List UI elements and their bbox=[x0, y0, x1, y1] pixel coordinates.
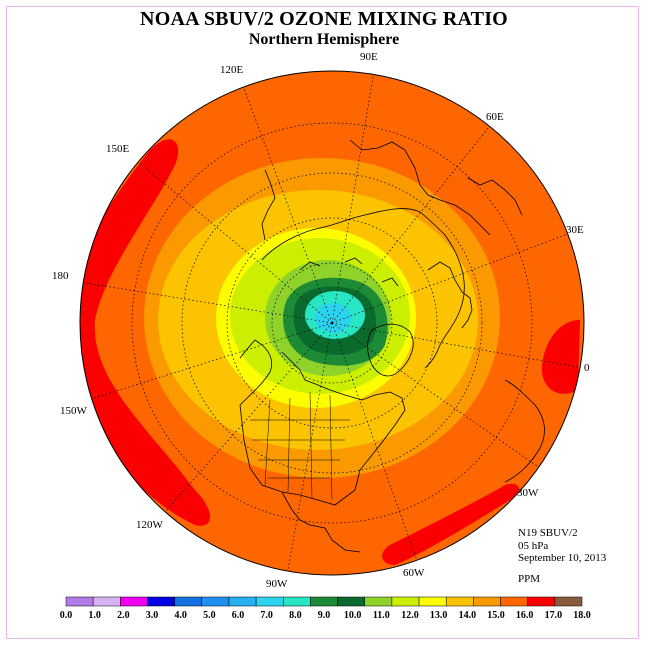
colorbar-swatch bbox=[337, 596, 365, 607]
colorbar-swatch bbox=[554, 596, 583, 607]
colorbar-swatch bbox=[92, 596, 121, 607]
colorbar-tick-label: 17.0 bbox=[545, 610, 563, 621]
colorbar-swatch bbox=[120, 596, 148, 607]
info-block: N19 SBUV/2 05 hPa September 10, 2013 bbox=[518, 527, 606, 565]
colorbar-swatch bbox=[527, 596, 556, 607]
colorbar-tick-label: 15.0 bbox=[487, 610, 505, 621]
lon-label-60e: 60E bbox=[486, 111, 504, 123]
europe-outline bbox=[427, 261, 473, 329]
colorbar-tick-label: 0.0 bbox=[60, 610, 73, 621]
colorbar-swatch bbox=[255, 596, 284, 607]
globe-boundary bbox=[79, 70, 585, 576]
colorbar-tick-label: 4.0 bbox=[174, 610, 187, 621]
lon-label-60w: 60W bbox=[403, 567, 425, 579]
satellite-label: N19 SBUV/2 bbox=[518, 527, 578, 539]
lon-label-90e: 90E bbox=[360, 51, 378, 63]
colorbar-tick-label: 11.0 bbox=[373, 610, 390, 621]
us-states-grid bbox=[250, 391, 350, 501]
colorbar-swatch bbox=[174, 596, 203, 607]
lon-label-120e: 120E bbox=[220, 64, 244, 76]
asia-interior bbox=[349, 139, 491, 236]
contour-17-atlantic-east bbox=[541, 320, 580, 394]
lon-label-120w: 120W bbox=[136, 519, 164, 531]
colorbar-swatch bbox=[445, 596, 474, 607]
date-label: September 10, 2013 bbox=[518, 552, 607, 564]
graticule bbox=[80, 71, 584, 575]
colorbar-tick-label: 9.0 bbox=[318, 610, 331, 621]
longitude-labels: 90E 60E 30E 0 30W 60W 90W 120W 150W 180 … bbox=[52, 51, 590, 590]
colorbar-swatch bbox=[391, 596, 420, 607]
contour-17-atlantic-south bbox=[382, 483, 520, 565]
colorbar-swatch bbox=[147, 596, 175, 607]
lon-label-150w: 150W bbox=[60, 405, 88, 417]
eurasia-outline bbox=[261, 208, 465, 369]
colorbar-swatch bbox=[473, 596, 501, 607]
lon-label-30w: 30W bbox=[517, 487, 539, 499]
colorbar-tick-label: 16.0 bbox=[516, 610, 534, 621]
colorbar: 0.0 1.0 2.0 3.0 4.0 5.0 6.0 7.0 8.0 9.0 10.0 11.0 12… bbox=[60, 596, 591, 621]
colorbar-swatch bbox=[310, 596, 338, 607]
colorbar-tick-label: 14.0 bbox=[459, 610, 477, 621]
colorbar-swatch bbox=[364, 596, 393, 607]
map-subtitle: Northern Hemisphere bbox=[248, 31, 400, 48]
africa-outline bbox=[504, 379, 545, 483]
colorbar-tick-label: 12.0 bbox=[401, 610, 419, 621]
colorbar-tick-label: 10.0 bbox=[344, 610, 362, 621]
lon-label-30e: 30E bbox=[566, 224, 584, 236]
greenland-outline bbox=[367, 323, 414, 377]
asia-east-coast bbox=[261, 169, 276, 241]
north-america-outline bbox=[239, 339, 406, 506]
colorbar-tick-label: 18.0 bbox=[573, 610, 591, 621]
map-title: NOAA SBUV/2 OZONE MIXING RATIO bbox=[140, 8, 508, 30]
colorbar-tick-label: 5.0 bbox=[203, 610, 216, 621]
plot-frame bbox=[6, 6, 639, 639]
colorbar-tick-label: 8.0 bbox=[289, 610, 302, 621]
colorbar-tick-label: 6.0 bbox=[232, 610, 245, 621]
colorbar-tick-label: 1.0 bbox=[88, 610, 101, 621]
colorbar-swatch bbox=[228, 596, 257, 607]
mexico-central-america bbox=[281, 491, 361, 553]
lon-label-180: 180 bbox=[52, 270, 69, 282]
lon-label-0: 0 bbox=[584, 362, 590, 374]
lon-label-90w: 90W bbox=[266, 578, 288, 590]
colorbar-tick-label: 3.0 bbox=[146, 610, 159, 621]
colorbar-swatch bbox=[418, 596, 447, 607]
colorbar-swatch bbox=[65, 596, 94, 607]
colorbar-swatch bbox=[500, 596, 528, 607]
colorbar-swatch bbox=[201, 596, 230, 607]
pressure-level: 05 hPa bbox=[518, 539, 549, 552]
colorbar-swatch bbox=[283, 596, 311, 607]
units-label: PPM bbox=[518, 573, 541, 585]
colorbar-tick-label: 7.0 bbox=[260, 610, 273, 621]
colorbar-tick-label: 2.0 bbox=[117, 610, 130, 621]
ozone-contours bbox=[80, 71, 584, 575]
arctic-islands bbox=[299, 257, 399, 287]
coastlines bbox=[239, 139, 545, 553]
india-arabia bbox=[467, 177, 523, 216]
colorbar-tick-label: 13.0 bbox=[430, 610, 448, 621]
lon-label-150e: 150E bbox=[106, 143, 130, 155]
